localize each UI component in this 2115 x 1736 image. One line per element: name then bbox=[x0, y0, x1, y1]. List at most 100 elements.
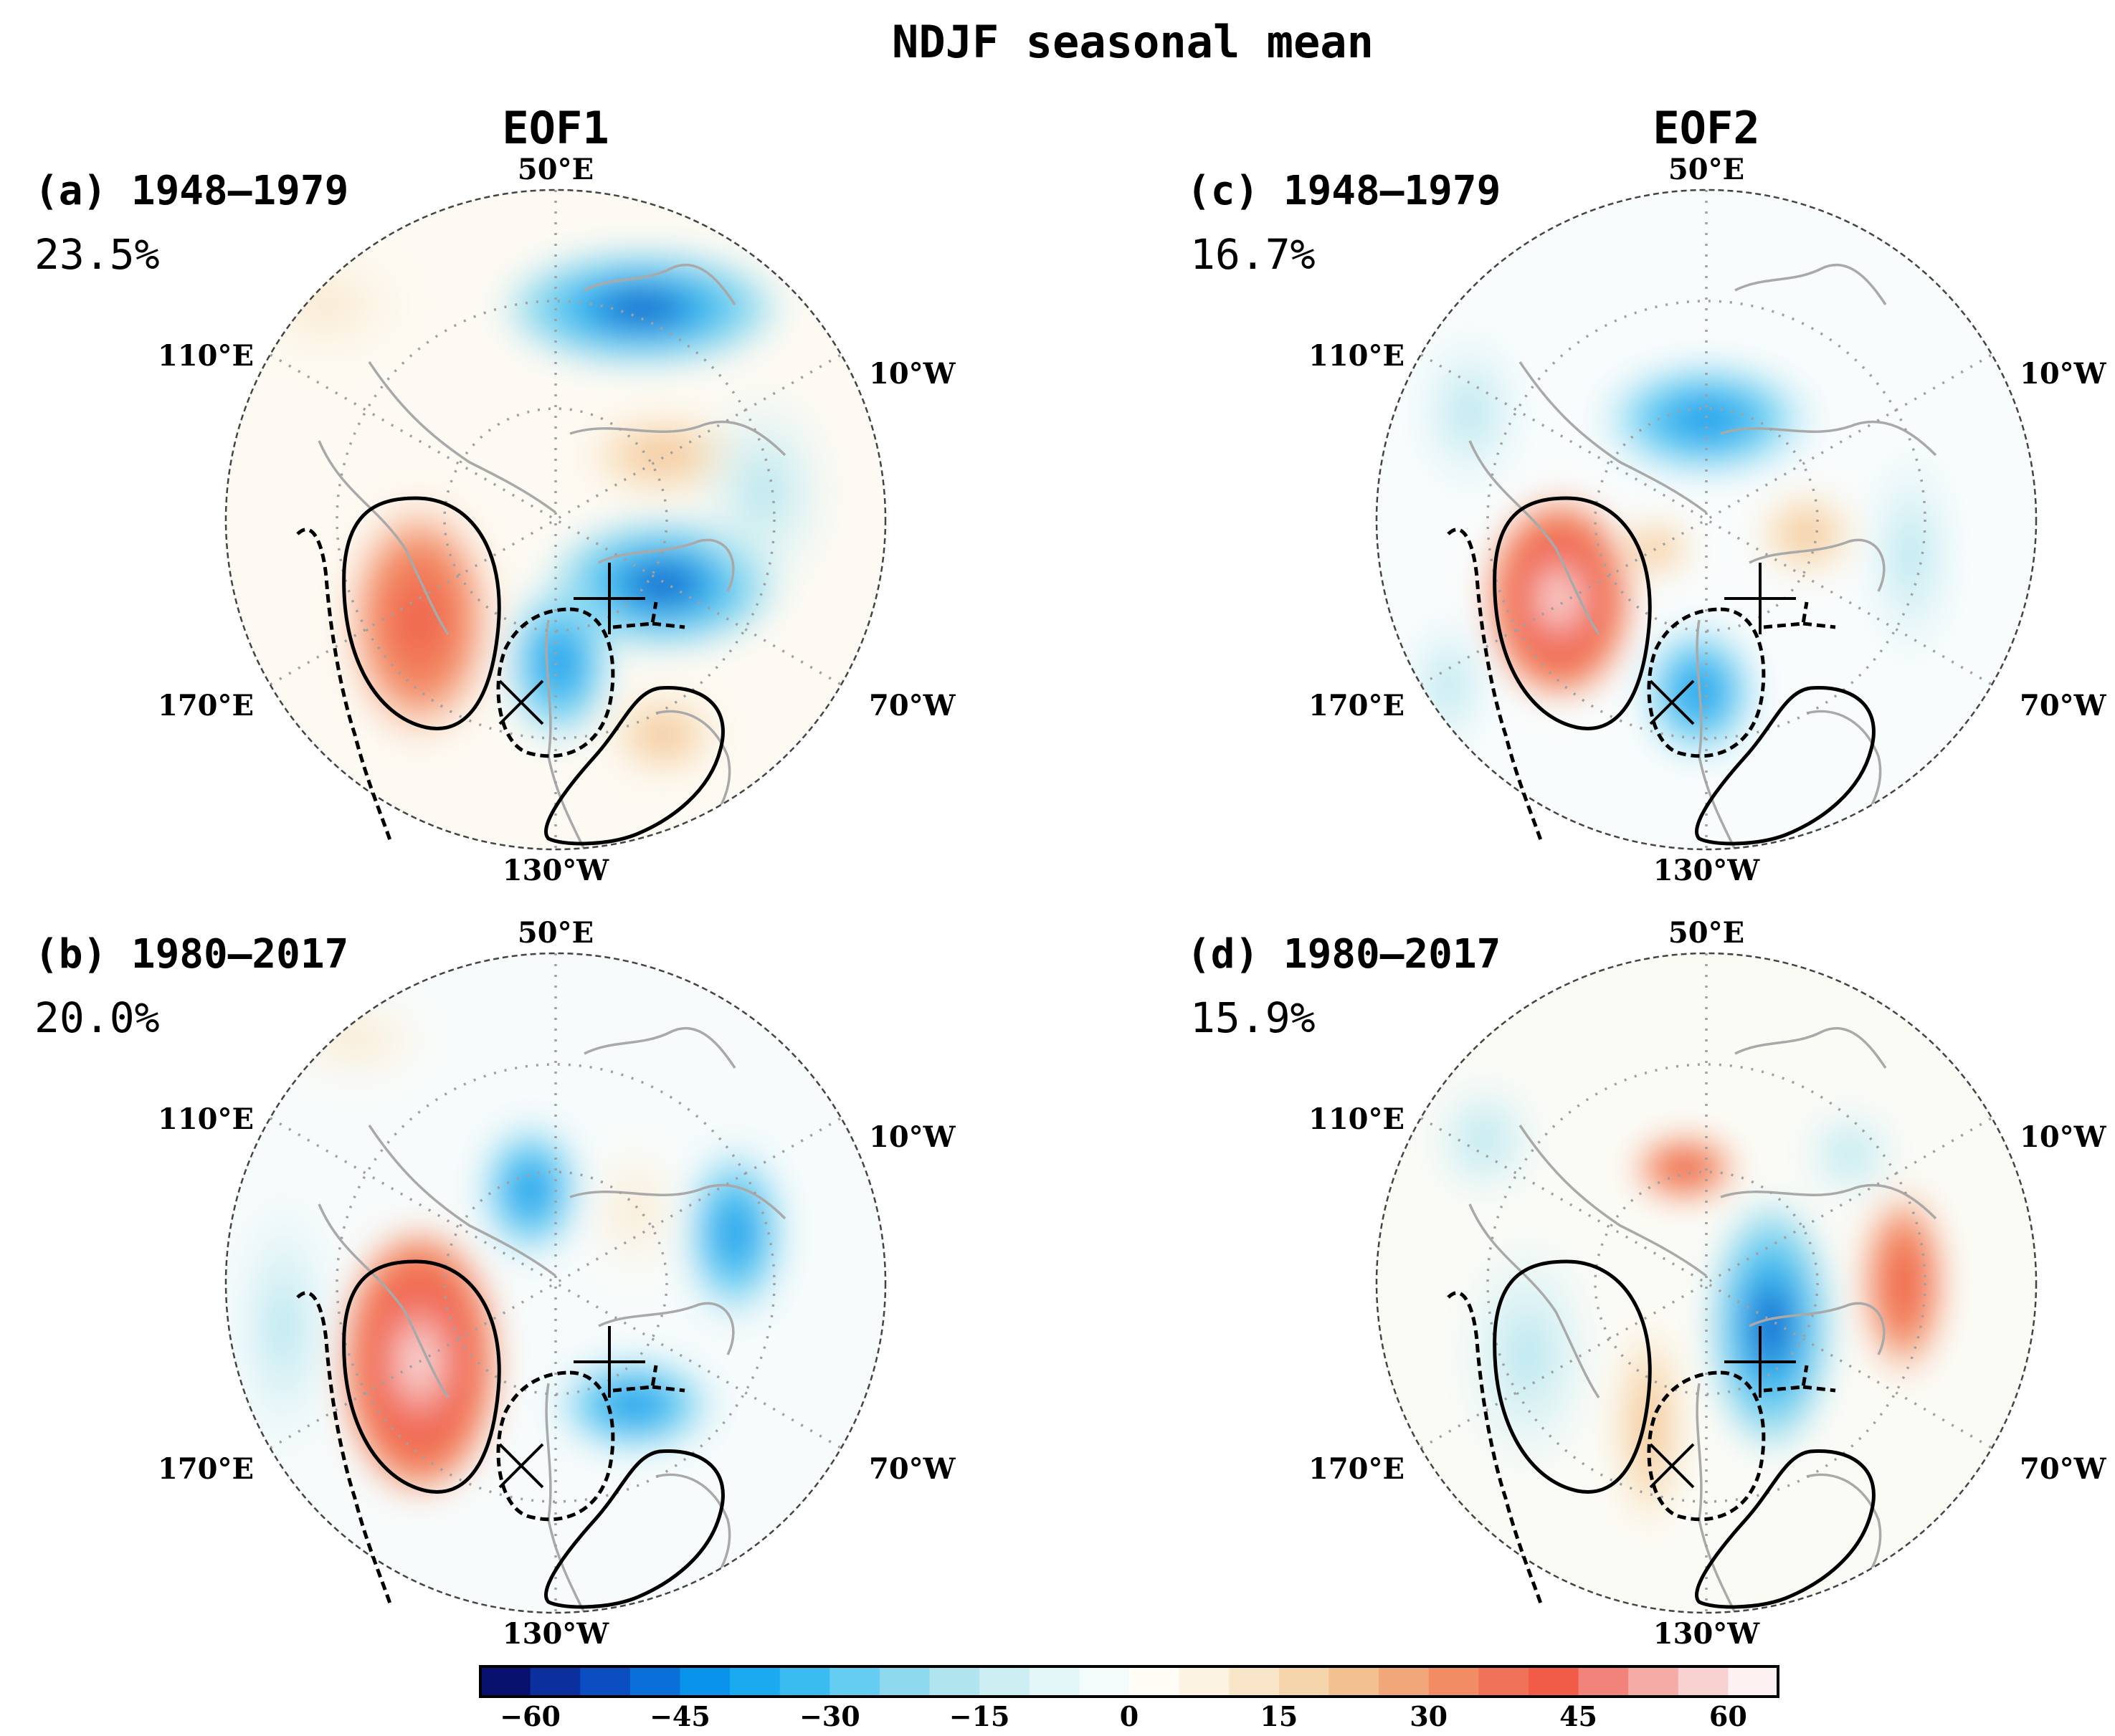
column-title-eof2: EOF2 bbox=[1653, 102, 1759, 154]
cross-marker bbox=[1649, 679, 1695, 725]
colorbar-swatch bbox=[680, 1666, 731, 1697]
colorbar-swatch bbox=[1278, 1666, 1330, 1697]
anomaly-negative bbox=[541, 1348, 728, 1462]
colorbar-tick-label: −60 bbox=[500, 1700, 561, 1732]
lon-label-lower-right: 70°W bbox=[869, 1452, 956, 1486]
colorbar-frame bbox=[479, 1665, 1779, 1698]
lon-label-lower-right: 70°W bbox=[869, 689, 956, 722]
lon-label-upper-right: 10°W bbox=[2020, 357, 2107, 391]
lon-label-upper-right: 10°W bbox=[2020, 1120, 2107, 1154]
latitude-grid bbox=[1486, 1063, 1926, 1503]
colorbar-swatch bbox=[1728, 1666, 1779, 1697]
lon-label-lower-left: 170°E bbox=[158, 689, 254, 722]
cross-marker bbox=[498, 1443, 544, 1489]
region-contours bbox=[1447, 1259, 1876, 1609]
colorbar-tick-label: −30 bbox=[799, 1700, 860, 1732]
anomaly-positive bbox=[1606, 1305, 1692, 1548]
lon-label-lower-right: 70°W bbox=[2020, 1452, 2107, 1486]
map-boundary bbox=[1375, 189, 2038, 851]
colorbar-swatch bbox=[1528, 1666, 1579, 1697]
latitude-grid bbox=[336, 1063, 776, 1503]
lon-label-top: 50°E bbox=[518, 153, 594, 186]
anomaly-negative bbox=[674, 1132, 796, 1333]
lon-label-bottom: 130°W bbox=[503, 854, 609, 887]
map-boundary bbox=[224, 952, 887, 1614]
colorbar-swatch bbox=[1129, 1666, 1180, 1697]
colorbar: −60 −45 −30 −15 0 15 30 45 60 bbox=[479, 1665, 1779, 1732]
anomaly-weak-negative bbox=[685, 376, 842, 606]
colorbar-tick-label: −15 bbox=[949, 1700, 1010, 1732]
panel-label: (b) 1980–2017 bbox=[34, 931, 348, 978]
region-contours bbox=[296, 496, 725, 846]
panel-label: (a) 1948–1979 bbox=[34, 168, 348, 214]
longitude-grid bbox=[1420, 190, 1992, 849]
anomaly-weak-negative bbox=[226, 1183, 341, 1469]
anomaly-positive bbox=[333, 484, 505, 756]
polar-map bbox=[224, 189, 887, 851]
latitude-grid bbox=[1486, 300, 1926, 740]
region-contours bbox=[296, 1259, 725, 1609]
longitude-grid bbox=[270, 953, 842, 1613]
colorbar-swatch bbox=[779, 1666, 830, 1697]
polar-map bbox=[1375, 952, 2038, 1614]
panel-c: (c) 1948–1979 16.7% 50°E 110°E 10°W 170°… bbox=[1187, 153, 2107, 887]
colorbar-swatch bbox=[879, 1666, 931, 1697]
panel-variance: 23.5% bbox=[34, 230, 160, 279]
lon-label-upper-left: 110°E bbox=[158, 339, 254, 373]
longitude-grid bbox=[270, 190, 842, 849]
lon-label-bottom: 130°W bbox=[503, 1617, 609, 1651]
colorbar-tick-label: 45 bbox=[1559, 1700, 1597, 1732]
colorbar-swatch bbox=[629, 1666, 681, 1697]
coastlines bbox=[318, 263, 786, 849]
anomaly-weak-negative bbox=[1405, 319, 1534, 505]
colorbar-swatch bbox=[830, 1666, 880, 1697]
lon-label-upper-left: 110°E bbox=[1308, 339, 1405, 373]
polar-map bbox=[224, 952, 887, 1614]
colorbar-swatch bbox=[1329, 1666, 1379, 1697]
lon-label-upper-right: 10°W bbox=[869, 357, 956, 391]
colorbar-tick-label: −45 bbox=[650, 1700, 710, 1732]
anomaly-weak-positive bbox=[262, 982, 448, 1097]
colorbar-swatch bbox=[1578, 1666, 1629, 1697]
polar-map bbox=[1375, 189, 2038, 851]
lon-label-top: 50°E bbox=[518, 916, 594, 950]
lon-label-lower-left: 170°E bbox=[1308, 1452, 1405, 1486]
lon-label-upper-left: 110°E bbox=[158, 1102, 254, 1136]
lon-label-lower-right: 70°W bbox=[2020, 689, 2107, 722]
colorbar-swatch bbox=[480, 1666, 531, 1697]
lon-label-top: 50°E bbox=[1668, 916, 1744, 950]
lon-label-upper-right: 10°W bbox=[869, 1120, 956, 1154]
colorbar-swatch bbox=[1478, 1666, 1529, 1697]
latitude-grid bbox=[336, 300, 776, 740]
panel-a: (a) 1948–1979 23.5% 50°E 110°E 10°W 170°… bbox=[34, 153, 956, 887]
anomaly-negative bbox=[1703, 1190, 1839, 1462]
panel-d: (d) 1980–2017 15.9% 50°E 110°E 10°W 170°… bbox=[1187, 916, 2107, 1651]
cross-marker bbox=[1649, 1443, 1695, 1489]
anomaly-negative bbox=[470, 1111, 591, 1269]
map-boundary bbox=[224, 189, 887, 851]
colorbar-swatch bbox=[1379, 1666, 1430, 1697]
plus-marker bbox=[1724, 1326, 1796, 1398]
colorbar-swatch bbox=[929, 1666, 980, 1697]
colorbar-swatch bbox=[1628, 1666, 1679, 1697]
colorbar-ticks: −60 −45 −30 −15 0 15 30 45 60 bbox=[500, 1700, 1747, 1732]
panel-variance: 20.0% bbox=[34, 993, 160, 1042]
figure-title: NDJF seasonal mean bbox=[892, 16, 1374, 68]
anomaly-positive bbox=[1624, 1129, 1746, 1208]
anomaly-weak-negative bbox=[1857, 434, 1964, 677]
colorbar-tick-label: 15 bbox=[1260, 1700, 1298, 1732]
panel-label: (c) 1948–1979 bbox=[1187, 168, 1501, 214]
lon-label-lower-left: 170°E bbox=[158, 1452, 254, 1486]
colorbar-swatch bbox=[530, 1666, 581, 1697]
anomaly-weak-positive bbox=[1749, 484, 1864, 584]
region-contours bbox=[1447, 496, 1876, 846]
colorbar-swatch bbox=[580, 1666, 631, 1697]
colorbar-swatch bbox=[979, 1666, 1030, 1697]
anomaly-weak-positive bbox=[577, 1125, 692, 1297]
plus-marker bbox=[574, 1326, 645, 1398]
column-title-eof1: EOF1 bbox=[502, 102, 609, 154]
colorbar-tick-label: 60 bbox=[1709, 1700, 1747, 1732]
lon-label-upper-left: 110°E bbox=[1308, 1102, 1405, 1136]
lon-label-bottom: 130°W bbox=[1653, 854, 1760, 887]
